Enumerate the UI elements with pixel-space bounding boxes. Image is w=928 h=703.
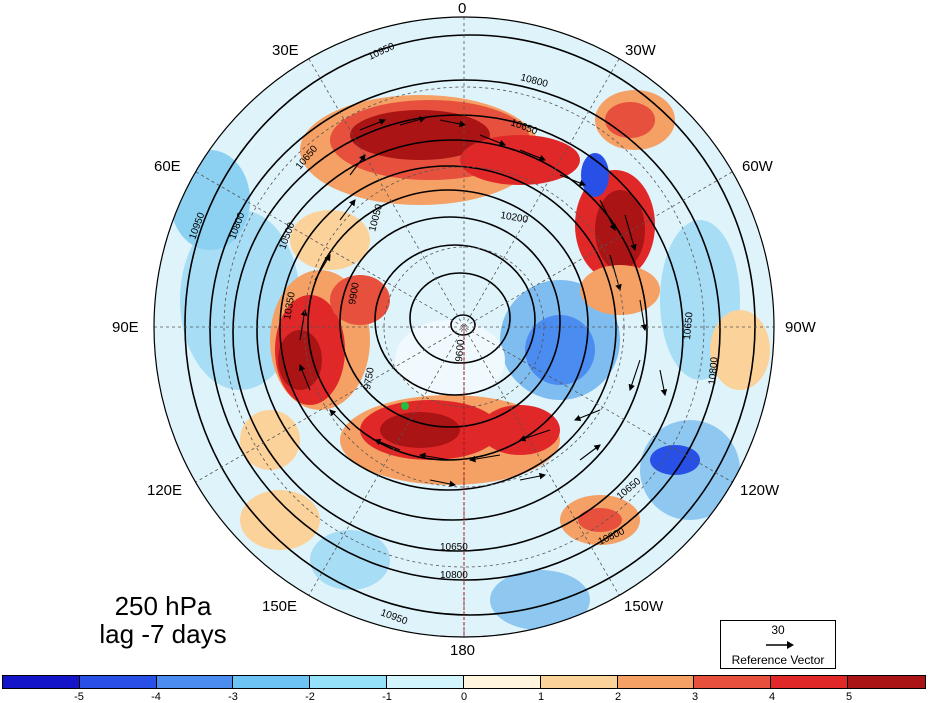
colorbar-tick-label: -5: [74, 691, 84, 703]
lon-label-30w: 30W: [625, 42, 656, 59]
reference-arrow-icon: [766, 641, 794, 649]
anomaly-shading: [170, 90, 770, 630]
wind-vectors: [298, 116, 668, 488]
map-border: [153, 16, 775, 638]
pressure-level: 250 hPa: [114, 591, 212, 621]
colorbar-tick-label: 0: [460, 691, 468, 703]
lon-label-0: 0: [458, 0, 467, 17]
colorbar-tick-label: 2: [614, 691, 622, 703]
colorbar-tick-label: -4: [151, 691, 161, 703]
colorbar-swatch: [79, 676, 157, 688]
lon-label-150e: 150E: [262, 598, 298, 615]
contour-label: 10200: [499, 210, 529, 226]
colorbar-swatch: [771, 676, 849, 688]
lon-label-60w: 60W: [742, 158, 773, 175]
contour-label: 10800: [440, 570, 468, 581]
colorbar-swatch: [848, 676, 925, 688]
contour-label: 10650: [440, 542, 468, 553]
colorbar-swatch: [310, 676, 388, 688]
lon-label-120w: 120W: [740, 482, 780, 499]
colorbar-tick-label: 1: [537, 691, 545, 703]
contour-label: 9600: [454, 339, 467, 363]
colorbar-tick-label: -3: [228, 691, 238, 703]
colorbar-tick-label: -1: [382, 691, 392, 703]
colorbar-swatch: [387, 676, 464, 688]
lon-label-60e: 60E: [154, 158, 181, 175]
lon-label-90e: 90E: [112, 319, 139, 336]
reference-vector-box: 30 Reference Vector: [720, 620, 836, 669]
lon-label-90w: 90W: [785, 319, 816, 336]
graticule: [154, 17, 774, 637]
height-contours: [184, 34, 756, 616]
contour-label: 9900: [347, 281, 362, 305]
plot-caption: 250 hPa lag -7 days: [98, 592, 228, 648]
lon-label-180: 180: [450, 642, 476, 659]
colorbar-tick-label: 4: [768, 691, 776, 703]
colorbar: [2, 675, 926, 689]
colorbar-tick-label: 3: [691, 691, 699, 703]
colorbar-swatch: [233, 676, 311, 688]
contour-label: 10800: [707, 356, 720, 385]
reference-vector-magnitude: 30: [771, 623, 785, 637]
colorbar-swatch: [3, 676, 80, 688]
contour-label: 10350: [282, 291, 298, 321]
colorbar-swatch: [463, 676, 541, 688]
lag-label: lag -7 days: [99, 619, 227, 649]
colorbar-swatch: [694, 676, 772, 688]
colorbar-swatch: [540, 676, 618, 688]
colorbar-tick-label: 5: [845, 691, 853, 703]
lon-label-30e: 30E: [272, 42, 299, 59]
lon-label-150w: 150W: [624, 598, 664, 615]
colorbar-swatch: [156, 676, 234, 688]
contour-label: 9750: [362, 366, 377, 390]
reference-point-marker: [401, 402, 409, 410]
lon-label-120e: 120E: [147, 482, 183, 499]
colorbar-swatch: [617, 676, 695, 688]
contour-label: 10650: [682, 311, 695, 340]
colorbar-tick-label: -2: [305, 691, 315, 703]
reference-vector-label: Reference Vector: [731, 653, 825, 667]
